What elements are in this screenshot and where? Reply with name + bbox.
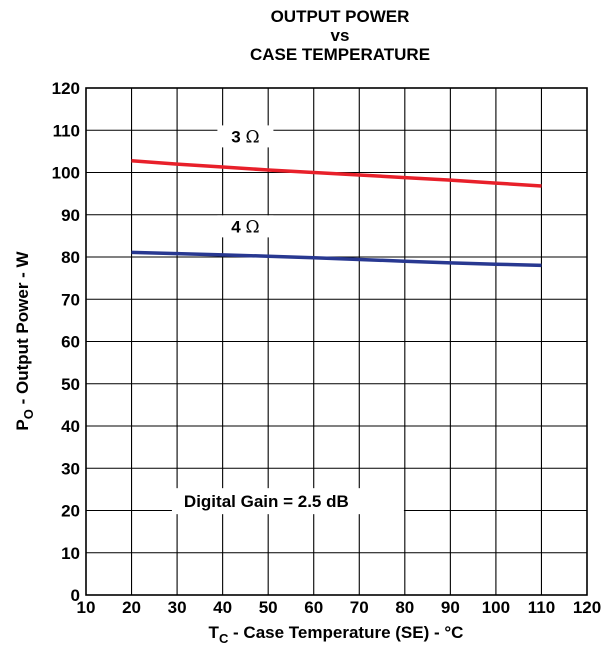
y-tick-label: 110 bbox=[53, 121, 80, 140]
x-tick-label: 110 bbox=[528, 598, 555, 617]
x-tick-label: 40 bbox=[213, 598, 232, 617]
x-tick-labels: 10 20 30 40 50 60 70 80 90 100 110 120 bbox=[77, 598, 602, 617]
annotations: 3 Ω 4 Ω Digital Gain = 2.5 dB bbox=[171, 125, 404, 515]
y-axis-label: PO - Output Power - W bbox=[13, 250, 36, 430]
y-tick-label: 100 bbox=[52, 164, 80, 183]
y-tick-label: 50 bbox=[61, 375, 80, 394]
y-tick-label: 80 bbox=[61, 248, 80, 267]
x-tick-label: 50 bbox=[259, 598, 278, 617]
series-label-bg bbox=[217, 215, 274, 238]
digital-gain-annotation: Digital Gain = 2.5 dB bbox=[184, 492, 349, 511]
y-tick-labels: 0 10 20 30 40 50 60 70 80 90 100 110 120 bbox=[52, 79, 80, 605]
y-tick-label: 70 bbox=[61, 290, 80, 309]
annotation-bg bbox=[171, 488, 404, 515]
series-label-4-ohm: 4 Ω bbox=[231, 217, 259, 237]
x-tick-label: 90 bbox=[441, 598, 460, 617]
series-label-3-ohm: 3 Ω bbox=[231, 127, 259, 147]
x-tick-label: 30 bbox=[168, 598, 187, 617]
x-tick-label: 20 bbox=[122, 598, 141, 617]
x-tick-label: 60 bbox=[304, 598, 323, 617]
y-tick-label: 0 bbox=[71, 586, 80, 605]
y-tick-label: 30 bbox=[61, 459, 80, 478]
x-tick-label: 100 bbox=[482, 598, 510, 617]
y-tick-label: 60 bbox=[61, 333, 80, 352]
x-axis-label: TC - Case Temperature (SE) - °C bbox=[209, 623, 464, 646]
y-tick-label: 40 bbox=[61, 417, 80, 436]
y-tick-label: 120 bbox=[52, 79, 80, 98]
x-tick-label: 120 bbox=[573, 598, 601, 617]
series-line-4-ohm bbox=[131, 250, 542, 268]
title-line-3: CASE TEMPERATURE bbox=[250, 45, 430, 64]
title-line-2: vs bbox=[331, 26, 350, 45]
x-tick-label: 10 bbox=[77, 598, 96, 617]
series-lines bbox=[131, 158, 542, 268]
x-tick-label: 80 bbox=[395, 598, 414, 617]
y-tick-label: 10 bbox=[61, 544, 80, 563]
title-line-1: OUTPUT POWER bbox=[271, 7, 410, 26]
y-tick-label: 20 bbox=[61, 502, 80, 521]
plot-area-frame bbox=[85, 87, 588, 596]
series-line-3-ohm bbox=[131, 158, 542, 188]
y-tick-label: 90 bbox=[61, 206, 80, 225]
series-label-bg bbox=[217, 125, 274, 148]
x-tick-label: 70 bbox=[350, 598, 369, 617]
